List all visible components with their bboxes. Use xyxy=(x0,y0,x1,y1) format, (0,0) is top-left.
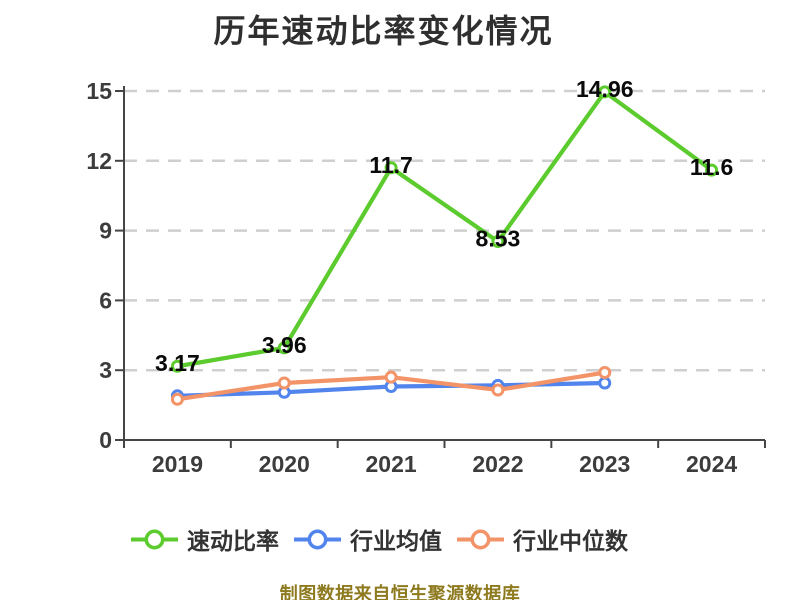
y-axis-label: 15 xyxy=(86,78,112,104)
x-axis-label: 2024 xyxy=(686,451,737,477)
y-axis-label: 6 xyxy=(99,287,112,313)
data-point-industry-median-2023[interactable] xyxy=(598,366,612,380)
y-axis-label: 0 xyxy=(99,427,112,453)
data-point-quick-ratio-2024[interactable] xyxy=(705,163,719,177)
legend-item-industry-average[interactable]: 行业均值 xyxy=(294,522,442,556)
data-point-quick-ratio-2023[interactable] xyxy=(598,85,612,99)
data-point-industry-average-2023[interactable] xyxy=(598,376,612,390)
data-point-industry-median-2020[interactable] xyxy=(277,376,291,390)
legend-label-industry-median: 行业中位数 xyxy=(513,528,628,554)
data-label-quick-ratio-2019: 3.17 xyxy=(155,350,200,376)
legend-label-industry-average: 行业均值 xyxy=(350,528,442,554)
x-axis-label: 2023 xyxy=(579,451,630,477)
line-marker-icon xyxy=(294,529,341,549)
x-axis-label: 2019 xyxy=(152,451,203,477)
data-label-quick-ratio-2022: 8.53 xyxy=(476,226,521,252)
x-axis-label: 2022 xyxy=(472,451,523,477)
y-axis-label: 3 xyxy=(99,357,112,383)
x-axis-label: 2021 xyxy=(365,451,416,477)
data-point-quick-ratio-2020[interactable] xyxy=(277,341,291,355)
x-axis-label: 2020 xyxy=(259,451,310,477)
y-axis-label: 9 xyxy=(99,218,112,244)
series-line-quick-ratio xyxy=(175,89,714,369)
legend: 速动比率 行业均值 行业中位数 xyxy=(131,522,628,556)
data-point-industry-median-2019[interactable] xyxy=(170,392,184,406)
data-point-industry-median-2021[interactable] xyxy=(384,370,398,384)
data-label-quick-ratio-2023: 14.96 xyxy=(576,76,634,102)
data-point-industry-median-2022[interactable] xyxy=(491,383,505,397)
data-label-quick-ratio-2021: 11.7 xyxy=(369,152,413,178)
legend-item-quick-ratio[interactable]: 速动比率 xyxy=(131,522,279,556)
data-point-quick-ratio-2021[interactable] xyxy=(384,161,398,175)
legend-item-industry-median[interactable]: 行业中位数 xyxy=(457,522,628,556)
data-label-quick-ratio-2024: 11.6 xyxy=(690,154,734,180)
line-marker-icon xyxy=(457,529,504,549)
data-point-quick-ratio-2019[interactable] xyxy=(170,359,184,373)
legend-label-quick-ratio: 速动比率 xyxy=(187,528,279,554)
y-axis-label: 12 xyxy=(86,148,112,174)
line-marker-icon xyxy=(131,529,178,549)
data-point-quick-ratio-2022[interactable] xyxy=(491,235,505,249)
chart-title: 历年速动比率变化情况 xyxy=(213,13,554,49)
source-note: 制图数据来自恒生聚源数据库 xyxy=(279,584,521,600)
data-label-quick-ratio-2020: 3.96 xyxy=(262,332,307,358)
